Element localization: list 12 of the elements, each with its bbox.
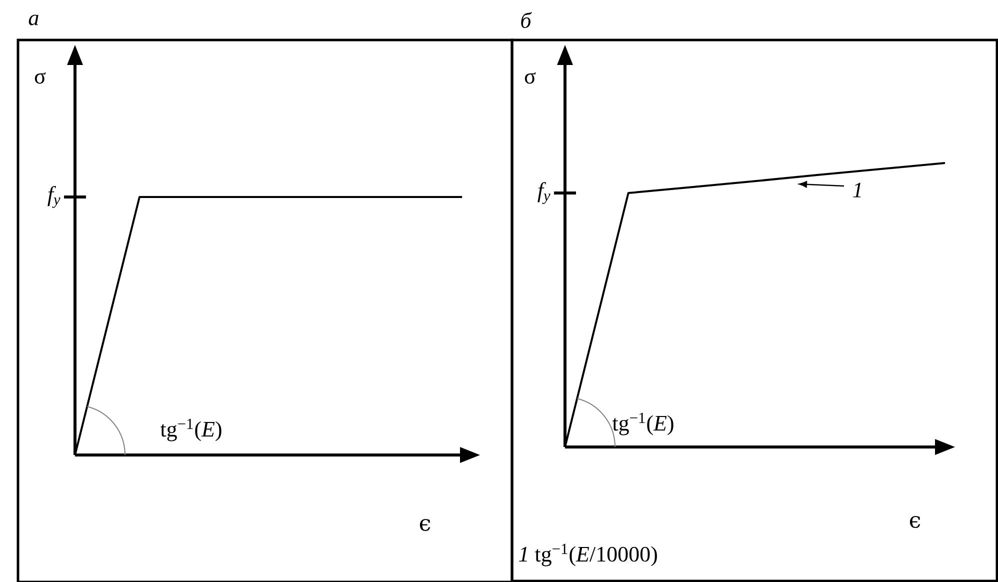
text: f$_{y}$ <box>538 182 550 204</box>
chart-title: б <box>521 12 532 28</box>
y-axis-title: σ <box>34 72 46 84</box>
annotation: tg$^{−1}$(E) <box>160 418 222 442</box>
x-axis-title: ϵ <box>420 518 430 532</box>
text: f$_{y}$ <box>48 186 60 208</box>
annotation: tg$^{−1}$(E) <box>612 412 674 436</box>
x-axis-title: ϵ <box>910 516 920 528</box>
text: 1 tg$^{−1}$(E/10000) <box>518 544 657 566</box>
chart-title: а <box>28 14 38 26</box>
y-axis-title: σ <box>524 72 536 84</box>
annotation: 1 <box>852 182 861 198</box>
